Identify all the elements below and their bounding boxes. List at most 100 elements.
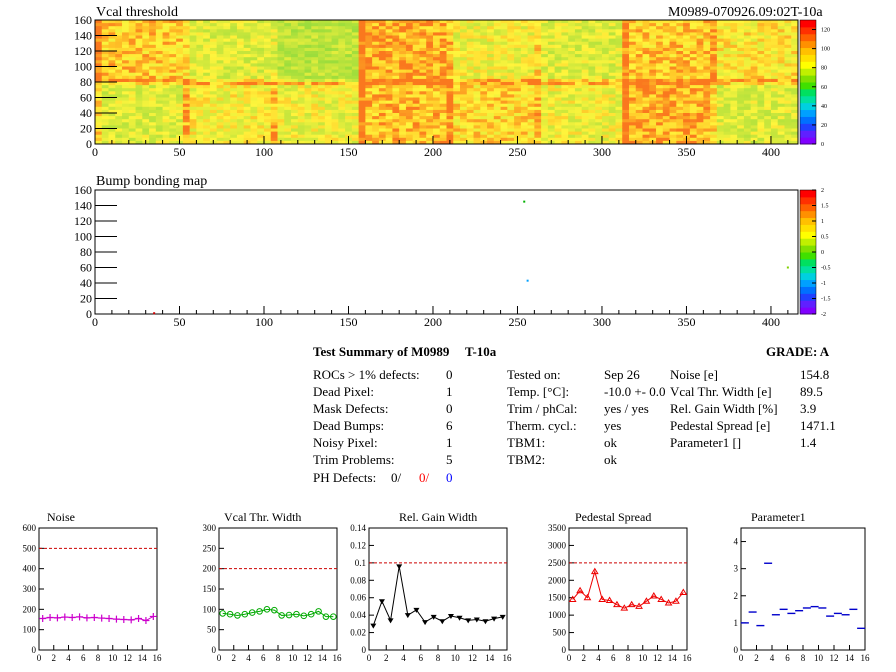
map-cell xyxy=(189,60,197,64)
map-cell xyxy=(216,20,224,24)
map-cell xyxy=(601,116,610,120)
map-cell xyxy=(649,97,657,101)
map-cell xyxy=(216,26,224,30)
map-cell xyxy=(399,44,407,49)
map-cell xyxy=(399,38,407,43)
map-cell xyxy=(149,97,157,101)
map-cell xyxy=(135,38,143,43)
map-cell xyxy=(514,82,522,86)
map-cell xyxy=(189,26,197,30)
map-cell xyxy=(777,125,785,129)
map-cell xyxy=(514,125,522,129)
data-point xyxy=(263,606,271,613)
map-cell xyxy=(750,109,758,114)
map-cell xyxy=(588,88,596,92)
map-cell xyxy=(101,85,109,89)
map-cell xyxy=(574,134,583,139)
map-cell xyxy=(453,106,461,111)
map-cell xyxy=(473,47,481,52)
map-cell xyxy=(263,100,272,105)
map-cell xyxy=(439,41,447,46)
map-cell xyxy=(527,51,535,55)
map-cell xyxy=(216,38,224,43)
map-cell xyxy=(135,119,143,123)
map-cell xyxy=(236,88,245,92)
map-cell xyxy=(331,119,339,123)
map-cell xyxy=(318,51,326,55)
map-cell xyxy=(203,116,211,120)
map-cell xyxy=(649,35,657,39)
map-cell xyxy=(615,78,623,83)
map-cell xyxy=(399,20,407,24)
map-cell xyxy=(527,75,535,80)
map-cell xyxy=(284,51,292,55)
map-cell xyxy=(345,44,353,49)
map-cell xyxy=(730,113,738,117)
map-cell xyxy=(263,122,272,126)
map-cell xyxy=(777,140,785,145)
map-cell xyxy=(554,47,562,52)
map-cell xyxy=(304,103,312,108)
map-cell xyxy=(358,94,366,98)
map-cell xyxy=(365,140,373,145)
map-cell xyxy=(284,41,292,46)
map-cell xyxy=(169,109,177,114)
map-cell xyxy=(730,109,738,114)
map-cell xyxy=(757,128,765,132)
map-cell xyxy=(689,91,698,95)
map-cell xyxy=(304,69,312,74)
map-cell xyxy=(135,72,143,77)
map-cell xyxy=(169,60,177,64)
map-cell xyxy=(554,38,562,43)
map-cell xyxy=(520,100,529,105)
map-cell xyxy=(446,134,454,139)
map-cell xyxy=(453,60,461,64)
map-cell xyxy=(750,137,758,142)
map-cell xyxy=(480,91,488,95)
map-cell xyxy=(277,72,285,77)
map-cell xyxy=(737,82,745,86)
map-cell xyxy=(480,88,488,92)
map-cell xyxy=(426,29,434,33)
map-cell xyxy=(500,134,508,139)
map-cell xyxy=(338,23,346,27)
map-cell xyxy=(453,134,461,139)
map-cell xyxy=(460,41,468,46)
colorbar-band xyxy=(800,88,816,97)
map-cell xyxy=(338,119,346,123)
map-cell xyxy=(155,134,163,139)
map-cell xyxy=(304,122,312,126)
map-cell xyxy=(662,51,670,55)
map-cell xyxy=(297,35,305,39)
map-cell xyxy=(541,100,549,105)
map-cell xyxy=(487,91,495,95)
test-info-value: yes xyxy=(604,418,622,433)
map-cell xyxy=(723,131,731,136)
map-cell xyxy=(291,91,299,95)
map-cell xyxy=(473,94,481,98)
map-cell xyxy=(642,57,650,61)
map-cell xyxy=(534,29,542,33)
map-cell xyxy=(568,85,576,89)
map-cell xyxy=(574,128,583,132)
map-cell xyxy=(182,125,191,129)
map-cell xyxy=(527,88,535,92)
map-cell xyxy=(331,125,339,129)
map-cell xyxy=(561,137,569,142)
map-cell xyxy=(419,54,427,58)
map-cell xyxy=(216,75,224,80)
map-cell xyxy=(500,41,508,46)
map-cell xyxy=(473,57,481,61)
map-cell xyxy=(149,88,157,92)
map-cell xyxy=(608,32,616,36)
map-cell xyxy=(331,109,339,114)
map-cell xyxy=(291,51,299,55)
colorbar-band xyxy=(800,26,816,35)
map-cell xyxy=(304,32,312,36)
map-cell xyxy=(595,100,603,105)
map-cell xyxy=(412,29,420,33)
map-cell xyxy=(466,78,474,83)
map-cell xyxy=(135,97,143,101)
map-cell xyxy=(689,32,698,36)
map-cell xyxy=(635,125,643,129)
